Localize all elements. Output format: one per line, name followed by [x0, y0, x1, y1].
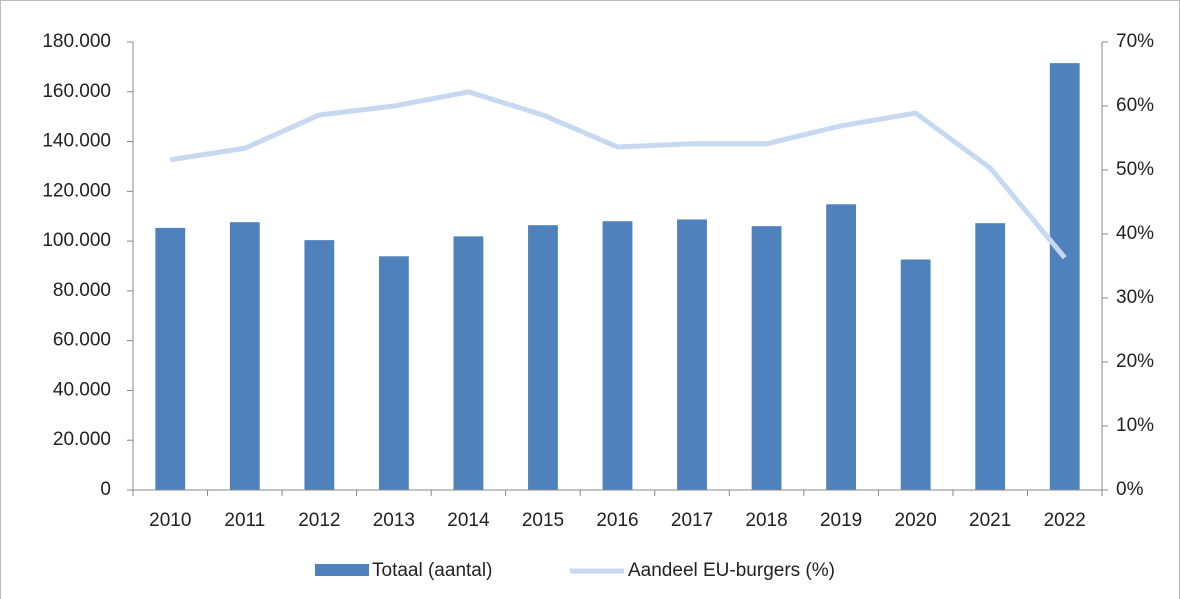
x-tick-label: 2018: [745, 510, 787, 531]
x-tick-label: 2012: [298, 510, 340, 531]
y-tick-label: 40.000: [53, 379, 111, 400]
bar: [826, 204, 857, 490]
y-tick-label: 180.000: [42, 31, 111, 52]
bar: [900, 259, 931, 490]
y-tick-label: 0: [100, 479, 111, 500]
x-tick-label: 2021: [969, 510, 1011, 531]
bar: [751, 226, 782, 490]
x-tick-label: 2015: [522, 510, 564, 531]
y2-tick-label: 0%: [1116, 479, 1144, 500]
y2-tick-label: 50%: [1116, 159, 1154, 180]
y2-tick-label: 10%: [1116, 415, 1154, 436]
x-tick-label: 2014: [447, 510, 490, 531]
bar: [229, 222, 260, 490]
y-tick-label: 140.000: [42, 131, 111, 152]
bar: [155, 227, 186, 491]
x-tick-label: 2010: [149, 510, 191, 531]
line: [169, 89, 1067, 260]
bar: [975, 223, 1006, 491]
bar: [602, 221, 633, 490]
bar: [677, 219, 707, 491]
bar: [304, 240, 335, 490]
x-tick-label: 2020: [895, 510, 937, 531]
x-tick-label: 2019: [820, 510, 862, 531]
x-tick-label: 2013: [373, 510, 415, 531]
y2-tick-label: 60%: [1116, 95, 1154, 116]
y-tick-label: 80.000: [53, 280, 111, 301]
y-tick-label: 60.000: [53, 330, 111, 351]
bar: [378, 256, 409, 490]
y2-tick-label: 70%: [1116, 31, 1154, 52]
y2-tick-label: 20%: [1116, 351, 1154, 372]
x-tick-label: 2016: [596, 510, 638, 531]
x-tick-label: 2022: [1044, 510, 1086, 531]
bar: [1049, 63, 1080, 491]
y-tick-label: 120.000: [42, 180, 111, 201]
bar: [528, 225, 558, 490]
legend-swatch: [315, 564, 369, 576]
y2-tick-label: 40%: [1116, 223, 1154, 244]
y-tick-label: 100.000: [42, 230, 111, 251]
y-tick-label: 160.000: [42, 81, 111, 102]
x-tick-label: 2011: [224, 510, 265, 531]
x-tick-label: 2017: [671, 510, 713, 531]
bar: [453, 236, 484, 490]
y2-tick-label: 30%: [1116, 287, 1154, 308]
y-tick-label: 20.000: [53, 429, 111, 450]
legend-label: Totaal (aantal): [372, 560, 492, 581]
legend-label: Aandeel EU-burgers (%): [628, 560, 835, 581]
